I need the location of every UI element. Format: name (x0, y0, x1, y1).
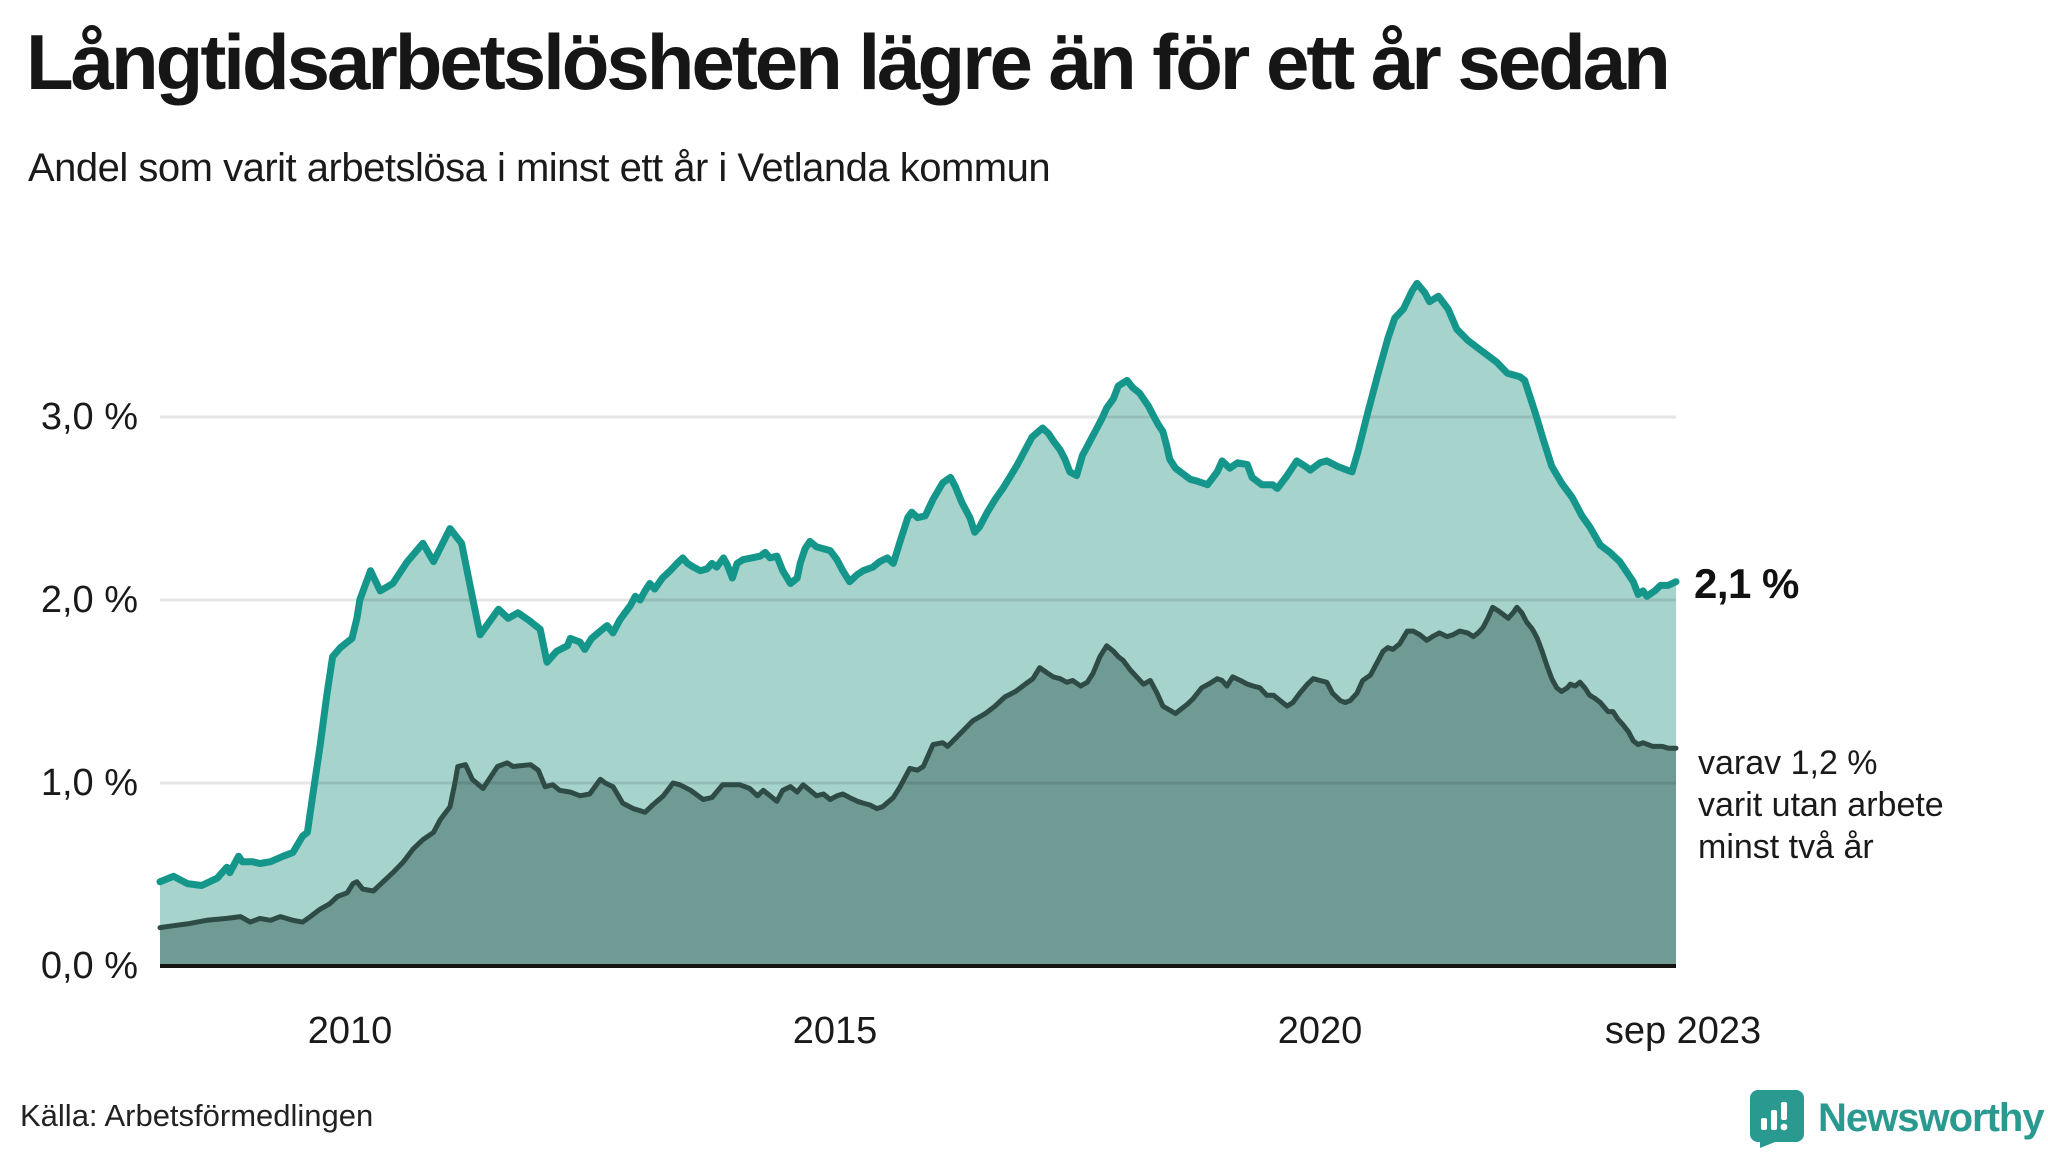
page-title: Långtidsarbetslösheten lägre än för ett … (26, 18, 1671, 106)
newsworthy-bubble-barchart-icon (1750, 1090, 1804, 1148)
series-1-line (156, 279, 1680, 889)
series-2-line (157, 604, 1679, 931)
x-tick-2010: 2010 (307, 1010, 393, 1052)
newsworthy-logo: Newsworthy (1748, 1088, 2045, 1150)
y-tick-0: 0,0 % (40, 945, 138, 987)
newsworthy-logo-text: Newsworthy (1818, 1096, 2045, 1140)
series2-end-note: varav 1,2 % varit utan arbete minst två … (1698, 742, 1944, 868)
y-tick-1: 1,0 % (40, 762, 138, 804)
x-tick-2015: 2015 (792, 1010, 878, 1052)
series2-end-note-line3: minst två år (1698, 828, 1874, 866)
y-tick-3: 3,0 % (40, 396, 138, 438)
series1-end-value-label: 2,1 % (1694, 560, 1799, 607)
x-tick-2020: 2020 (1277, 1010, 1363, 1052)
series2-end-note-line1: varav 1,2 % (1698, 744, 1878, 782)
y-tick-2: 2,0 % (40, 579, 138, 621)
page-subtitle: Andel som varit arbetslösa i minst ett å… (28, 146, 1051, 190)
x-tick-sep-2023: sep 2023 (1604, 1010, 1762, 1052)
source-attribution: Källa: Arbetsförmedlingen (20, 1098, 374, 1133)
series2-end-note-line2: varit utan arbete (1698, 786, 1944, 824)
